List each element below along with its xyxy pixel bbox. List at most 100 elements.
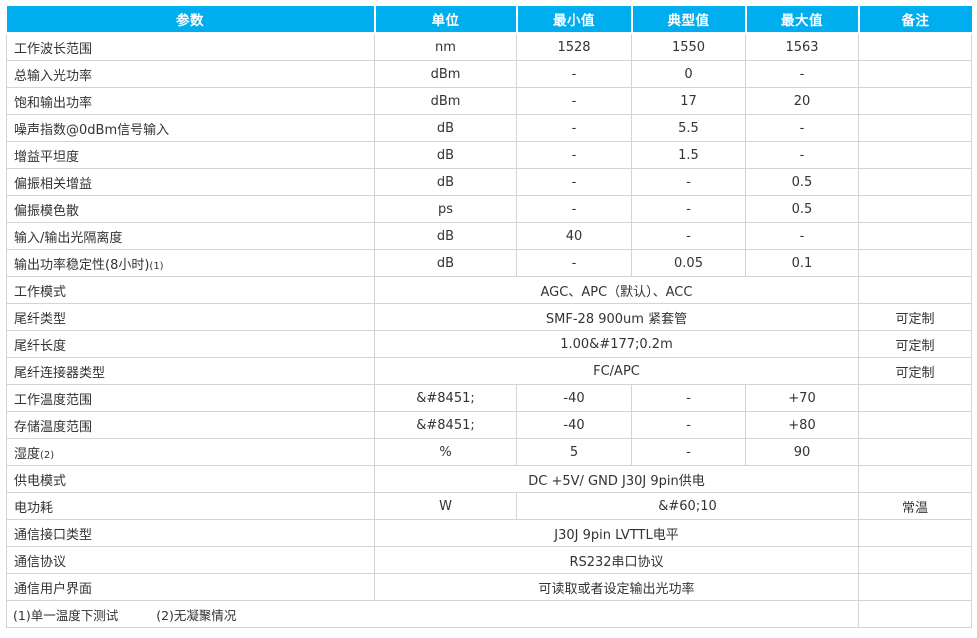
value-cell: - (516, 249, 632, 277)
param-cell: 总输入光功率 (6, 60, 375, 88)
value-cell: 1.5 (631, 141, 746, 169)
table-row: 通信用户界面 可读取或者设定输出光功率 (6, 573, 972, 601)
value-cell: 17 (631, 87, 746, 115)
remark-cell (858, 276, 972, 304)
footnote-remark-cell (858, 600, 972, 628)
remark-cell (858, 384, 972, 412)
param-cell: 存储温度范围 (6, 411, 375, 439)
remark-cell (858, 573, 972, 601)
footnote-marker: (2) (40, 449, 55, 461)
value-cell: 0.5 (745, 195, 859, 223)
table-row: 输入/输出光隔离度 dB 40- - (6, 222, 972, 250)
value-cell: W (374, 492, 517, 520)
param-cell: 供电模式 (6, 465, 375, 493)
param-cell: 输出功率稳定性(8小时)(1) (6, 249, 375, 277)
value-cell: 1528 (516, 32, 632, 61)
value-cell: 20 (745, 87, 859, 115)
param-cell: 增益平坦度 (6, 141, 375, 169)
table-row: 工作波长范围 nm 1528 1550 1563 (6, 32, 972, 61)
value-cell: - (631, 222, 746, 250)
header-cell-typical: 典型值 (630, 6, 747, 34)
header-cell-max: 最大值 (744, 6, 860, 34)
table-footer: (1)单一温度下测试 (2)无凝聚情况 (6, 600, 972, 628)
value-cell: 0 (631, 60, 746, 88)
footnote-marker: (1) (149, 260, 164, 272)
value-cell: dB (374, 141, 517, 169)
remark-cell (858, 519, 972, 547)
param-cell: 尾纤类型 (6, 303, 375, 331)
value-cell: - (516, 114, 632, 142)
value-cell: - (745, 222, 859, 250)
value-cell: - (631, 438, 746, 466)
param-cell: 偏振模色散 (6, 195, 375, 223)
param-cell: 工作模式 (6, 276, 375, 304)
remark-cell (858, 87, 972, 115)
value-cell: dB (374, 249, 517, 277)
value-cell: nm (374, 32, 517, 61)
value-cell: 5 (516, 438, 632, 466)
param-cell: 通信接口类型 (6, 519, 375, 547)
value-cell: - (516, 87, 632, 115)
footnote-2: (2)无凝聚情况 (156, 607, 237, 623)
remark-cell: 可定制 (858, 330, 972, 358)
remark-cell (858, 168, 972, 196)
value-cell: SMF-28 900um 紧套管 (374, 303, 859, 331)
spec-table: 参数 单位 最小值 典型值 最大值 备注 工作波长范围 nm 1528 1550 156… (6, 6, 972, 628)
table-row: 电功耗 W &#60;10 常温 (6, 492, 972, 520)
value-cell: RS232串口协议 (374, 546, 859, 574)
header-cell-remark: 备注 (857, 6, 972, 34)
value-cell: J30J 9pin LVTTL电平 (374, 519, 859, 547)
value-cell: % (374, 438, 517, 466)
value-cell: 0.05 (631, 249, 746, 277)
param-cell: 电功耗 (6, 492, 375, 520)
param-cell: 饱和输出功率 (6, 87, 375, 115)
value-cell: +70 (745, 384, 859, 412)
value-cell: -40 (516, 411, 632, 439)
table-row: 尾纤长度 1.00&#177;0.2m 可定制 (6, 330, 972, 358)
remark-cell: 常温 (858, 492, 972, 520)
table-row: 增益平坦度 dB -1.5- (6, 141, 972, 169)
table-row: 总输入光功率 dBm -0- (6, 60, 972, 88)
value-cell: &#8451; (374, 384, 517, 412)
param-cell: 尾纤长度 (6, 330, 375, 358)
remark-cell: 可定制 (858, 303, 972, 331)
value-cell: +80 (745, 411, 859, 439)
table-row: 尾纤类型 SMF-28 900um 紧套管 可定制 (6, 303, 972, 331)
value-cell: 0.5 (745, 168, 859, 196)
value-cell: - (745, 114, 859, 142)
table-row: 噪声指数@0dBm信号输入 dB -5.5- (6, 114, 972, 142)
table-row: 通信协议 RS232串口协议 (6, 546, 972, 574)
table-row: 尾纤连接器类型 FC/APC 可定制 (6, 357, 972, 385)
remark-cell (858, 465, 972, 493)
value-cell: - (516, 141, 632, 169)
remark-cell (858, 195, 972, 223)
value-cell: -40 (516, 384, 632, 412)
remark-cell (858, 60, 972, 88)
value-cell: 90 (745, 438, 859, 466)
value-cell: - (631, 168, 746, 196)
remark-cell (858, 114, 972, 142)
param-cell: 偏振相关增益 (6, 168, 375, 196)
value-cell: dBm (374, 60, 517, 88)
remark-cell: 可定制 (858, 357, 972, 385)
value-cell: 40 (516, 222, 632, 250)
param-cell: 通信用户界面 (6, 573, 375, 601)
value-cell: - (516, 195, 632, 223)
value-cell: dBm (374, 87, 517, 115)
value-cell: 1.00&#177;0.2m (374, 330, 859, 358)
remark-cell (858, 222, 972, 250)
table-row: 偏振相关增益 dB - -0.5 (6, 168, 972, 196)
value-cell: - (631, 384, 746, 412)
table-header: 参数 单位 最小值 典型值 最大值 备注 (6, 6, 972, 34)
value-cell: AGC、APC（默认）、ACC (374, 276, 859, 304)
param-cell: 噪声指数@0dBm信号输入 (6, 114, 375, 142)
footnote-cell: (1)单一温度下测试 (2)无凝聚情况 (6, 600, 859, 628)
header-cell-param: 参数 (6, 6, 376, 34)
value-cell: - (631, 411, 746, 439)
value-cell: dB (374, 168, 517, 196)
param-cell: 工作温度范围 (6, 384, 375, 412)
remark-cell (858, 32, 972, 61)
value-cell: &#8451; (374, 411, 517, 439)
table-row: 饱和输出功率 dBm -17 20 (6, 87, 972, 115)
